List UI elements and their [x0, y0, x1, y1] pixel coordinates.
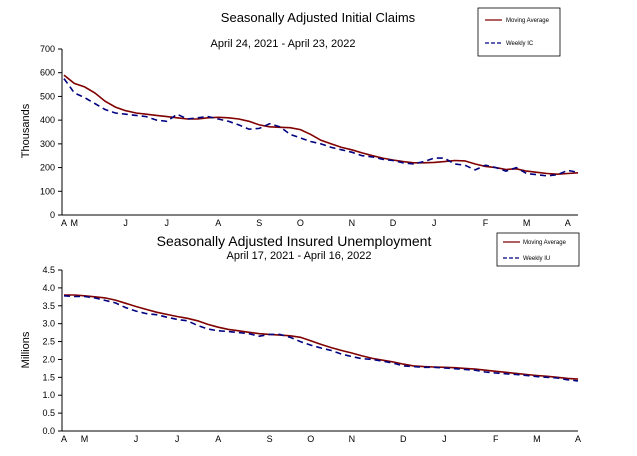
chart1-title: Seasonally Adjusted Initial Claims	[221, 10, 416, 25]
x-tick-label: A	[575, 434, 581, 444]
y-tick-label: 100	[40, 186, 55, 196]
x-tick-label: N	[349, 218, 356, 228]
chart1-ylabel: Thousands	[20, 103, 32, 158]
y-tick-label: 700	[40, 44, 55, 54]
x-tick-label: A	[565, 218, 571, 228]
x-tick-label: O	[307, 434, 314, 444]
insured-unemployment-chart: Seasonally Adjusted Insured Unemployment…	[20, 232, 581, 444]
y-tick-label: 400	[40, 115, 55, 125]
x-tick-label: F	[493, 434, 499, 444]
chart2-legend-label-weekly: Weekly IU	[523, 256, 550, 262]
x-tick-label: J	[165, 218, 170, 228]
y-tick-label: 1.0	[42, 390, 55, 400]
y-tick-label: 0.5	[42, 408, 55, 418]
x-tick-label: O	[297, 218, 304, 228]
y-tick-label: 200	[40, 163, 55, 173]
y-tick-label: 2.5	[42, 337, 55, 347]
chart2-title: Seasonally Adjusted Insured Unemployment	[157, 233, 432, 249]
chart1-legend-box	[477, 7, 561, 57]
chart1-legend-label-ma: Moving Average	[506, 18, 550, 24]
chart1-series-weekly-ic	[63, 78, 579, 177]
chart1-legend: Moving Average Weekly IC	[477, 7, 561, 57]
x-tick-label: F	[483, 218, 489, 228]
x-tick-label: A	[61, 434, 67, 444]
y-tick-label: 4.0	[42, 283, 55, 293]
initial-claims-chart: Seasonally Adjusted Initial Claims April…	[20, 7, 579, 228]
chart2-subtitle: April 17, 2021 - April 16, 2022	[227, 250, 372, 262]
x-tick-label: J	[134, 434, 139, 444]
chart2-series-weekly-iu	[63, 295, 579, 382]
chart1-y-ticks: 0 100 200 300 400 500 600 700	[40, 44, 62, 220]
y-tick-label: 300	[40, 139, 55, 149]
x-tick-label: M	[71, 218, 79, 228]
chart1-legend-label-weekly: Weekly IC	[506, 41, 534, 47]
y-tick-label: 1.5	[42, 372, 55, 382]
x-tick-label: M	[523, 218, 531, 228]
x-tick-label: J	[123, 218, 128, 228]
chart2-series-moving-average	[64, 294, 579, 380]
x-tick-label: J	[442, 434, 447, 444]
chart2-legend: Moving Average Weekly IU	[496, 232, 580, 267]
chart2-legend-label-ma: Moving Average	[523, 240, 567, 246]
x-tick-label: S	[256, 218, 262, 228]
x-tick-label: A	[61, 218, 67, 228]
x-tick-label: S	[267, 434, 273, 444]
y-tick-label: 0.0	[42, 426, 55, 436]
y-tick-label: 2.0	[42, 354, 55, 364]
y-tick-label: 600	[40, 68, 55, 78]
x-tick-label: N	[349, 434, 356, 444]
chart2-ylabel: Millions	[20, 331, 32, 368]
x-tick-label: J	[175, 434, 180, 444]
chart1-series-moving-average	[63, 74, 579, 176]
y-tick-label: 3.5	[42, 301, 55, 311]
y-tick-label: 3.0	[42, 319, 55, 329]
x-tick-label: J	[432, 218, 437, 228]
y-tick-label: 4.5	[42, 265, 55, 275]
chart1-subtitle: April 24, 2021 - April 23, 2022	[211, 38, 356, 50]
x-tick-label: D	[400, 434, 407, 444]
x-tick-label: M	[81, 434, 89, 444]
x-tick-label: D	[390, 218, 397, 228]
x-tick-label: A	[215, 434, 221, 444]
x-tick-label: M	[533, 434, 541, 444]
y-tick-label: 0	[50, 210, 55, 220]
y-tick-label: 500	[40, 91, 55, 101]
chart2-y-ticks: 0.0 0.5 1.0 1.5 2.0 2.5 3.0 3.5 4.0 4.5	[42, 265, 62, 436]
x-tick-label: A	[215, 218, 221, 228]
chart2-legend-box	[496, 232, 580, 267]
